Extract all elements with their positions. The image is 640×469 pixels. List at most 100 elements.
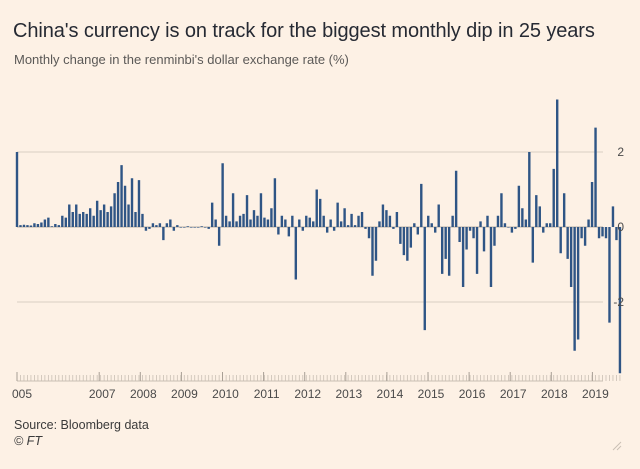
y-tick-label: -2 — [613, 295, 624, 309]
bar — [500, 193, 503, 227]
bar — [423, 227, 426, 331]
bars — [15, 99, 622, 374]
bar — [22, 224, 26, 227]
bar — [183, 227, 186, 228]
bar — [106, 212, 109, 227]
bar — [556, 99, 559, 227]
bar — [388, 215, 392, 227]
bar — [538, 206, 541, 228]
bar — [569, 227, 573, 287]
bar — [475, 227, 479, 274]
bar — [127, 204, 130, 227]
bar — [64, 217, 67, 228]
bar — [583, 227, 587, 246]
bar — [413, 223, 416, 227]
y-tick-labels: 2 0 -2 — [613, 145, 624, 309]
x-tick-label: 2008 — [130, 387, 157, 401]
bar — [165, 223, 169, 227]
bar — [92, 215, 95, 227]
bar — [82, 212, 85, 227]
bar — [465, 227, 468, 250]
bar — [528, 152, 531, 227]
bar — [148, 227, 151, 229]
bar — [245, 195, 249, 228]
bar — [109, 206, 113, 228]
x-tick-label: 2013 — [335, 387, 362, 401]
bar — [531, 227, 535, 263]
bar — [479, 221, 482, 228]
bar — [312, 221, 315, 228]
bar — [489, 227, 493, 287]
bar — [259, 193, 263, 227]
x-tick-label: 2009 — [171, 387, 198, 401]
bar — [200, 226, 203, 227]
bar — [346, 225, 350, 228]
y-tick-label: 0 — [617, 220, 624, 234]
bar — [590, 182, 594, 227]
bar — [287, 227, 291, 237]
bar — [371, 227, 374, 276]
bar — [597, 227, 601, 239]
bar — [57, 225, 61, 228]
bar — [78, 213, 81, 228]
bar — [434, 227, 437, 233]
bar — [277, 227, 280, 235]
bar — [496, 215, 500, 227]
bar — [420, 183, 423, 228]
bar — [263, 217, 266, 228]
bar — [273, 178, 277, 227]
bar — [85, 213, 88, 228]
bar — [33, 223, 36, 227]
bar — [503, 223, 507, 227]
bar — [406, 227, 409, 261]
bar — [102, 204, 106, 227]
bar — [144, 227, 148, 231]
bar — [123, 185, 127, 227]
bar — [71, 212, 74, 227]
bar — [367, 227, 371, 239]
bar — [151, 223, 155, 227]
bar — [416, 227, 419, 235]
bar — [284, 219, 287, 227]
bar — [26, 225, 29, 228]
bar — [204, 227, 207, 228]
bar — [552, 168, 555, 228]
bar — [517, 185, 521, 227]
bar — [353, 225, 357, 228]
bar — [378, 221, 381, 228]
x-tick-label: 2019 — [582, 387, 609, 401]
bar — [343, 208, 346, 227]
x-tick-label: 2007 — [89, 387, 116, 401]
bar — [179, 227, 182, 228]
bar — [238, 215, 242, 227]
bar — [392, 227, 395, 229]
bar — [120, 165, 123, 228]
x-tick-label: 2010 — [212, 387, 239, 401]
bar — [482, 227, 486, 252]
bar — [399, 227, 402, 244]
bar — [95, 200, 99, 227]
bar — [444, 227, 447, 259]
bar — [54, 224, 57, 227]
x-tick-label: 2015 — [418, 387, 445, 401]
bar — [618, 227, 622, 374]
bar — [395, 212, 399, 227]
bar — [325, 227, 329, 233]
bar — [385, 210, 388, 228]
bar — [298, 219, 301, 227]
bar — [116, 182, 120, 227]
bar — [256, 215, 259, 227]
bar — [573, 227, 576, 351]
bar — [615, 227, 618, 241]
bar — [172, 227, 176, 231]
bar — [409, 227, 413, 248]
bar — [319, 198, 322, 228]
x-tick-label: 2016 — [459, 387, 486, 401]
bar — [280, 215, 284, 227]
bar — [29, 225, 33, 227]
bar — [231, 193, 235, 227]
bar — [235, 221, 238, 228]
bar — [336, 202, 339, 228]
bar — [451, 215, 454, 227]
